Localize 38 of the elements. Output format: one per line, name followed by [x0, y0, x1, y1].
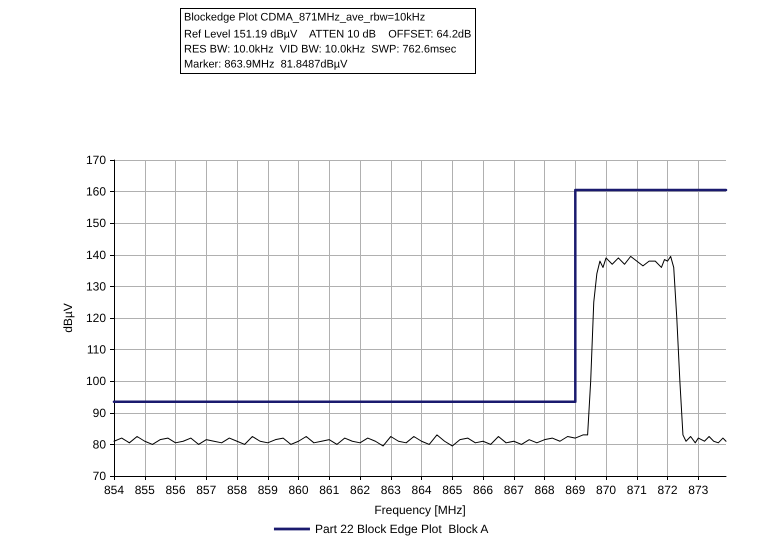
x-tick-label: 859 — [258, 483, 278, 497]
x-tick-label: 864 — [412, 483, 432, 497]
x-tick-label: 866 — [473, 483, 494, 497]
x-tick-label: 861 — [319, 483, 340, 497]
y-tick-label: 110 — [86, 342, 106, 357]
y-tick-label: 150 — [86, 216, 106, 230]
y-tick-label: 130 — [86, 279, 106, 294]
x-tick-label: 863 — [380, 483, 402, 497]
y-tick-label: 80 — [92, 437, 106, 452]
x-tick-label: 873 — [688, 483, 709, 497]
x-tick-label: 862 — [350, 483, 370, 497]
y-tick-label: 90 — [92, 406, 106, 420]
text: Ref Level 151.19 dBµV ATTEN 10 dB OFFSET: 64.2dB — [184, 28, 472, 40]
x-tick-label: 871 — [626, 483, 648, 497]
x-tick-label: 869 — [565, 483, 586, 497]
y-tick-label: 170 — [86, 153, 106, 167]
y-axis-title: dBµV — [61, 303, 75, 333]
x-tick-label: 856 — [165, 483, 186, 497]
chart-title: Blockedge Plot CDMA_871MHz_ave_rbw=10kHz — [184, 12, 426, 24]
y-tick-label: 100 — [86, 374, 106, 388]
y-tick-label: 120 — [86, 311, 106, 325]
x-tick-label: 870 — [596, 483, 616, 497]
text: Marker: 863.9MHz 81.8487dBµV — [184, 58, 348, 70]
y-tick-label: 140 — [86, 248, 106, 262]
x-tick-label: 867 — [504, 483, 524, 497]
y-tick-label: 70 — [92, 469, 106, 483]
legend-label: Part 22 Block Edge Plot Block A — [314, 522, 488, 536]
x-tick-label: 857 — [196, 483, 217, 497]
x-tick-label: 872 — [658, 483, 678, 497]
x-axis-title: Frequency [MHz] — [374, 503, 466, 517]
y-tick-label: 160 — [86, 184, 106, 199]
x-tick-label: 860 — [288, 483, 309, 497]
x-tick-label: 858 — [227, 483, 248, 497]
x-tick-label: 868 — [534, 483, 555, 497]
x-tick-label: 855 — [134, 483, 156, 497]
x-tick-label: 865 — [442, 483, 463, 497]
x-tick-label: 854 — [104, 483, 124, 497]
text: RES BW: 10.0kHz VID BW: 10.0kHz SWP: 762.6msec — [184, 44, 457, 56]
